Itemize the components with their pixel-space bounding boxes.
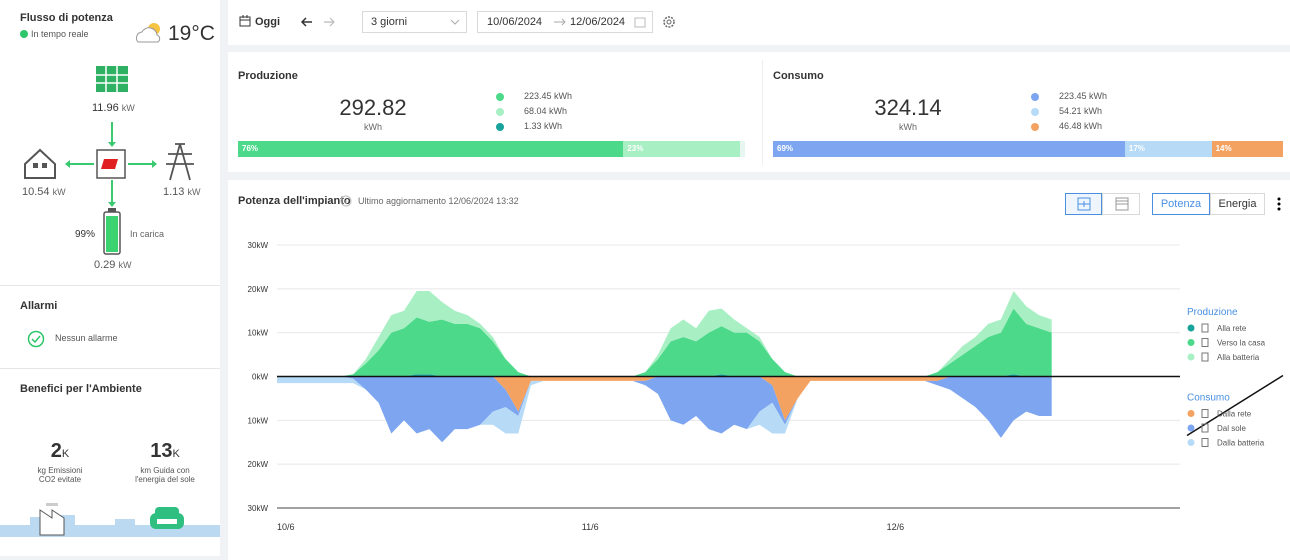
y-tick-label: 30kW [248, 241, 269, 250]
x-tick-label: 11/6 [582, 522, 599, 532]
legend-label: Alla rete [1217, 324, 1247, 333]
bar-label: 14% [1216, 144, 1232, 153]
area [277, 377, 1052, 443]
total-unit: kWh [878, 122, 938, 132]
legend-swatch [1188, 439, 1195, 446]
item-value: 1.33 kWh [524, 121, 562, 131]
app: Flusso di potenza In tempo reale 19°C 11… [0, 0, 1290, 560]
legend-label: Verso la casa [1217, 339, 1266, 348]
bar-label: 23% [627, 144, 643, 153]
legend-swatch [1188, 325, 1195, 332]
legend-label: Dalla rete [1217, 410, 1252, 419]
card-title: Produzione [238, 70, 298, 82]
legend-swatch [1188, 410, 1195, 417]
bar-label: 69% [777, 144, 793, 153]
item-dot [496, 108, 504, 116]
item-dot [496, 93, 504, 101]
legend-icon [1202, 410, 1208, 418]
legend-label: Dal sole [1217, 424, 1246, 433]
y-tick-label: 20kW [248, 460, 269, 469]
legend-icon [1202, 439, 1208, 447]
item-value: 223.45 kWh [1059, 91, 1107, 101]
power-chart: 30kW 20kW 10kW 0kW 10kW 20kW 30kW 10/6 11/6 12/6 P… [0, 0, 1290, 560]
legend-swatch [1188, 354, 1195, 361]
item-dot [496, 123, 504, 131]
item-value: 54.21 kWh [1059, 106, 1102, 116]
total-unit: kWh [343, 122, 403, 132]
x-tick-label: 10/6 [277, 522, 295, 532]
total: 292.82 [313, 95, 433, 121]
item-value: 46.48 kWh [1059, 121, 1102, 131]
total: 324.14 [848, 95, 968, 121]
bar-label: 76% [242, 144, 258, 153]
y-tick-label: 20kW [248, 285, 269, 294]
legend-label: Alla batteria [1217, 353, 1260, 362]
item-dot [1031, 93, 1039, 101]
bar-segment [773, 141, 1125, 157]
x-tick-label: 12/6 [887, 522, 905, 532]
legend-title: Consumo [1187, 393, 1230, 404]
y-tick-label: 30kW [248, 504, 269, 513]
bar-label: 17% [1129, 144, 1145, 153]
y-tick-label: 10kW [248, 416, 269, 425]
item-value: 223.45 kWh [524, 91, 572, 101]
bar-segment [238, 141, 623, 157]
legend-icon [1202, 353, 1208, 361]
y-tick-label: 10kW [248, 329, 269, 338]
item-dot [1031, 108, 1039, 116]
legend-label: Dalla batteria [1217, 439, 1265, 448]
legend-swatch [1188, 339, 1195, 346]
legend-icon [1202, 339, 1208, 347]
item-dot [1031, 123, 1039, 131]
item-value: 68.04 kWh [524, 106, 567, 116]
legend-icon [1202, 324, 1208, 332]
card-title: Consumo [773, 70, 824, 82]
y-tick-label: 0kW [252, 373, 268, 382]
legend-swatch [1188, 425, 1195, 432]
legend-title: Produzione [1187, 307, 1238, 318]
